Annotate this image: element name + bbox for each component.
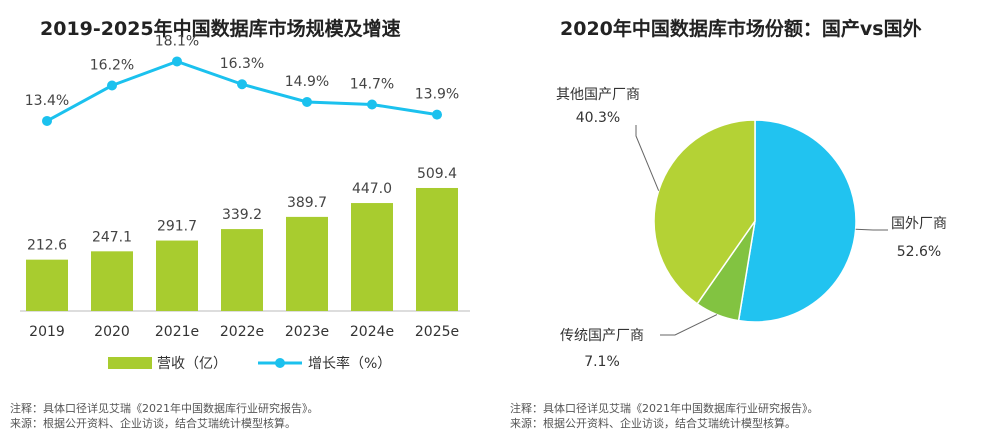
growth-rate-label: 16.3% [220,56,264,72]
x-tick-label: 2022e [220,324,264,340]
growth-rate-point [432,109,442,120]
growth-rate-label: 14.7% [350,76,394,92]
bar-value-label: 291.7 [157,219,197,235]
legend-bar-swatch [108,357,152,369]
legend-line-marker [275,358,285,368]
legend-bar-label: 营收（亿） [157,356,227,372]
x-tick-label: 2019 [29,324,65,340]
growth-rate-point [42,115,52,126]
left-source-line: 来源：根据公开资料、企业访谈，结合艾瑞统计模型核算。 [10,417,296,430]
pie-slice-foreign [737,119,857,323]
pie-label-name: 其他国产厂商 [556,87,640,103]
growth-rate-point [172,56,182,67]
growth-rate-label: 16.2% [90,58,134,74]
x-tick-label: 2020 [94,324,130,340]
right-notes: 注释：具体口径详见艾瑞《2021年中国数据库行业研究报告》。 来源：根据公开资料… [510,401,819,431]
bar-value-label: 509.4 [417,166,457,182]
bar-value-label: 339.2 [222,207,262,223]
leader-line-other [635,125,660,191]
growth-rate-point [237,79,247,90]
pie-chart: 国外厂商 52.6% 传统国产厂商 7.1% 其他国产厂商 40.3% [556,87,947,370]
right-source-line: 来源：根据公开资料、企业访谈，结合艾瑞统计模型核算。 [510,417,796,430]
growth-rate-point [302,96,312,107]
growth-rate-label: 13.4% [25,93,69,109]
bar-2024e [351,203,393,311]
right-note-line: 注释：具体口径详见艾瑞《2021年中国数据库行业研究报告》。 [510,402,819,415]
left-notes: 注释：具体口径详见艾瑞《2021年中国数据库行业研究报告》。 来源：根据公开资料… [10,401,319,431]
left-note-line: 注释：具体口径详见艾瑞《2021年中国数据库行业研究报告》。 [10,402,319,415]
bar-line-chart: 212.6 247.1 291.7 339.2 389.7 447.0 509.4 13.4… [20,33,470,372]
leader-line-foreign [855,228,888,231]
bar-2021e [156,240,198,311]
growth-rate-label: 13.9% [415,87,459,103]
bar-value-label: 212.6 [27,238,67,254]
growth-rate-label: 18.1% [155,33,199,49]
bar-2025e [416,187,458,311]
pie-label-name: 国外厂商 [891,216,947,232]
x-tick-label: 2023e [285,324,329,340]
left-chart-title: 2019-2025年中国数据库市场规模及增速 [40,18,401,40]
pie-slice-other-domestic [653,119,756,305]
right-chart-title: 2020年中国数据库市场份额：国产vs国外 [560,18,922,40]
pie-label-name: 传统国产厂商 [560,328,644,344]
pie-label-percent: 40.3% [576,110,620,126]
bar-value-label: 447.0 [352,181,392,197]
bar-value-label: 389.7 [287,195,327,211]
growth-rate-point [367,99,377,110]
growth-rate-label: 14.9% [285,74,329,90]
leader-line-traditional [660,314,718,336]
bar-2019 [26,259,68,311]
bar-2023e [286,216,328,311]
x-tick-label: 2021e [155,324,199,340]
bar-2020 [91,251,133,311]
x-tick-label: 2024e [350,324,394,340]
growth-rate-point [107,80,117,91]
pie-label-percent: 7.1% [584,354,620,370]
bar-value-label: 247.1 [92,229,132,245]
pie-label-percent: 52.6% [897,244,941,260]
x-tick-label: 2025e [415,324,459,340]
bar-2022e [221,229,263,311]
legend-line-label: 增长率（%） [308,355,391,372]
